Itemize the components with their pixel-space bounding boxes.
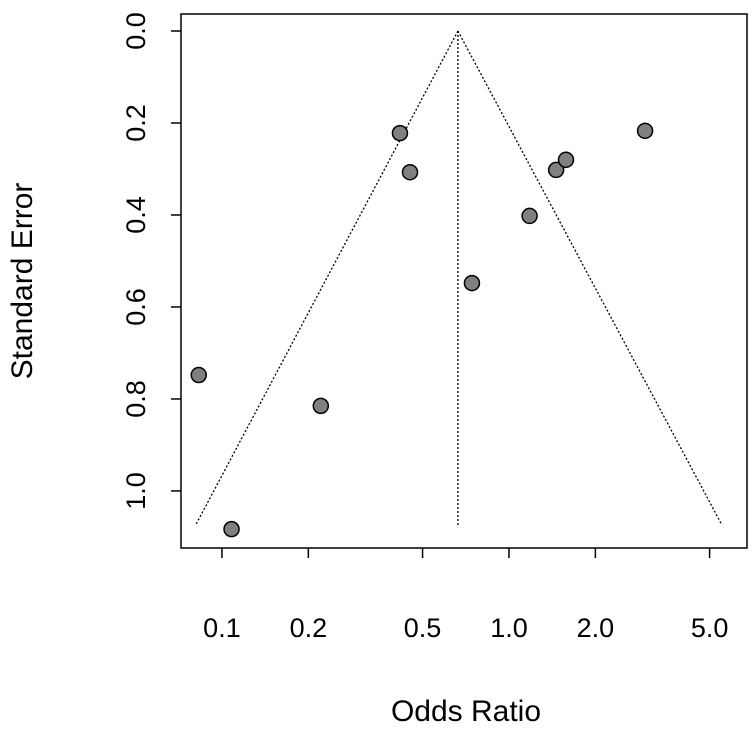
point xyxy=(391,124,409,142)
y-axis-label: Standard Error xyxy=(6,183,39,380)
x-axis-label: Odds Ratio xyxy=(391,695,541,728)
point xyxy=(312,397,330,415)
x-tick-label: 2.0 xyxy=(577,613,615,643)
point xyxy=(636,122,654,140)
y-tick-label: 0.8 xyxy=(121,380,151,418)
y-tick-label: 0.4 xyxy=(121,196,151,234)
funnel-line xyxy=(457,30,723,526)
funnel-line xyxy=(195,30,459,526)
y-tick-label: 0.0 xyxy=(121,12,151,50)
plot-box xyxy=(180,13,748,549)
point xyxy=(557,151,575,169)
point xyxy=(521,207,538,225)
point xyxy=(547,161,565,179)
point xyxy=(463,274,481,292)
y-tick-label: 1.0 xyxy=(121,472,151,510)
point xyxy=(223,520,240,538)
x-tick-label: 5.0 xyxy=(691,613,729,643)
x-tick-label: 0.2 xyxy=(290,613,328,643)
x-tick-label: 0.1 xyxy=(203,613,241,643)
x-tick-label: 1.0 xyxy=(490,613,528,643)
point xyxy=(190,366,207,384)
y-tick-label: 0.6 xyxy=(121,288,151,326)
y-tick-label: 0.2 xyxy=(121,104,151,142)
point xyxy=(401,163,419,181)
x-tick-label: 0.5 xyxy=(404,613,442,643)
